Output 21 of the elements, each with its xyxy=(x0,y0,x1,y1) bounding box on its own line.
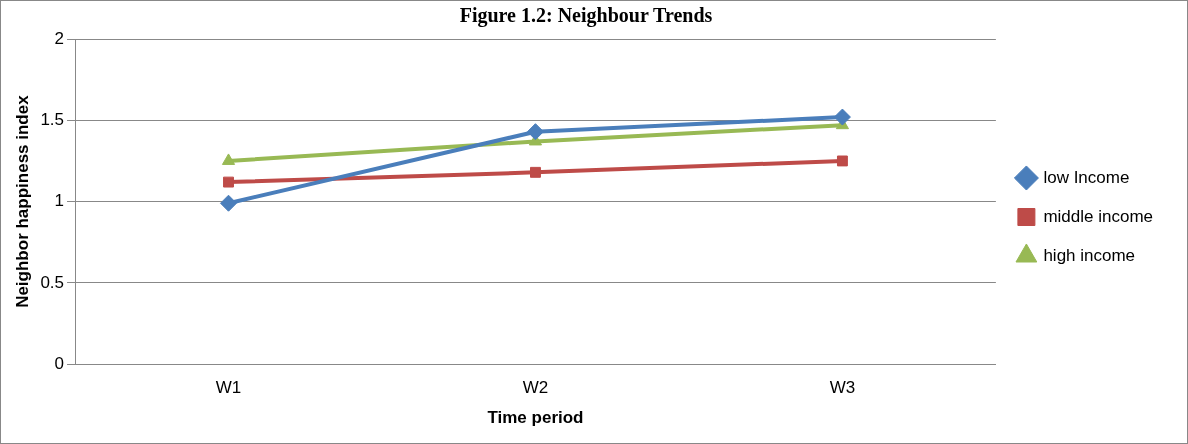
point xyxy=(223,176,234,188)
legend-label: low Income xyxy=(1043,167,1130,187)
x-tick-label: W2 xyxy=(522,378,549,398)
point xyxy=(221,153,236,165)
chart-title: Figure 1.2: Neighbour Trends xyxy=(459,4,713,28)
legend-label: middle income xyxy=(1043,206,1154,226)
x-axis-title: Time period xyxy=(487,408,584,428)
y-tick-label: 0.5 xyxy=(40,272,65,292)
point xyxy=(836,155,848,167)
y-tick-label: 0 xyxy=(54,353,65,373)
y-tick-label: 2 xyxy=(54,28,65,48)
point xyxy=(530,166,541,178)
point xyxy=(833,108,851,126)
x-tick-label: W3 xyxy=(829,378,856,398)
y-axis-title: Neighbor happiness index xyxy=(12,94,32,308)
y-tick-label: 1.5 xyxy=(40,109,65,129)
point xyxy=(220,194,238,212)
legend-label: high income xyxy=(1043,245,1136,265)
x-tick-label: W1 xyxy=(215,378,242,398)
point xyxy=(526,123,544,141)
y-tick-label: 1 xyxy=(54,191,65,211)
